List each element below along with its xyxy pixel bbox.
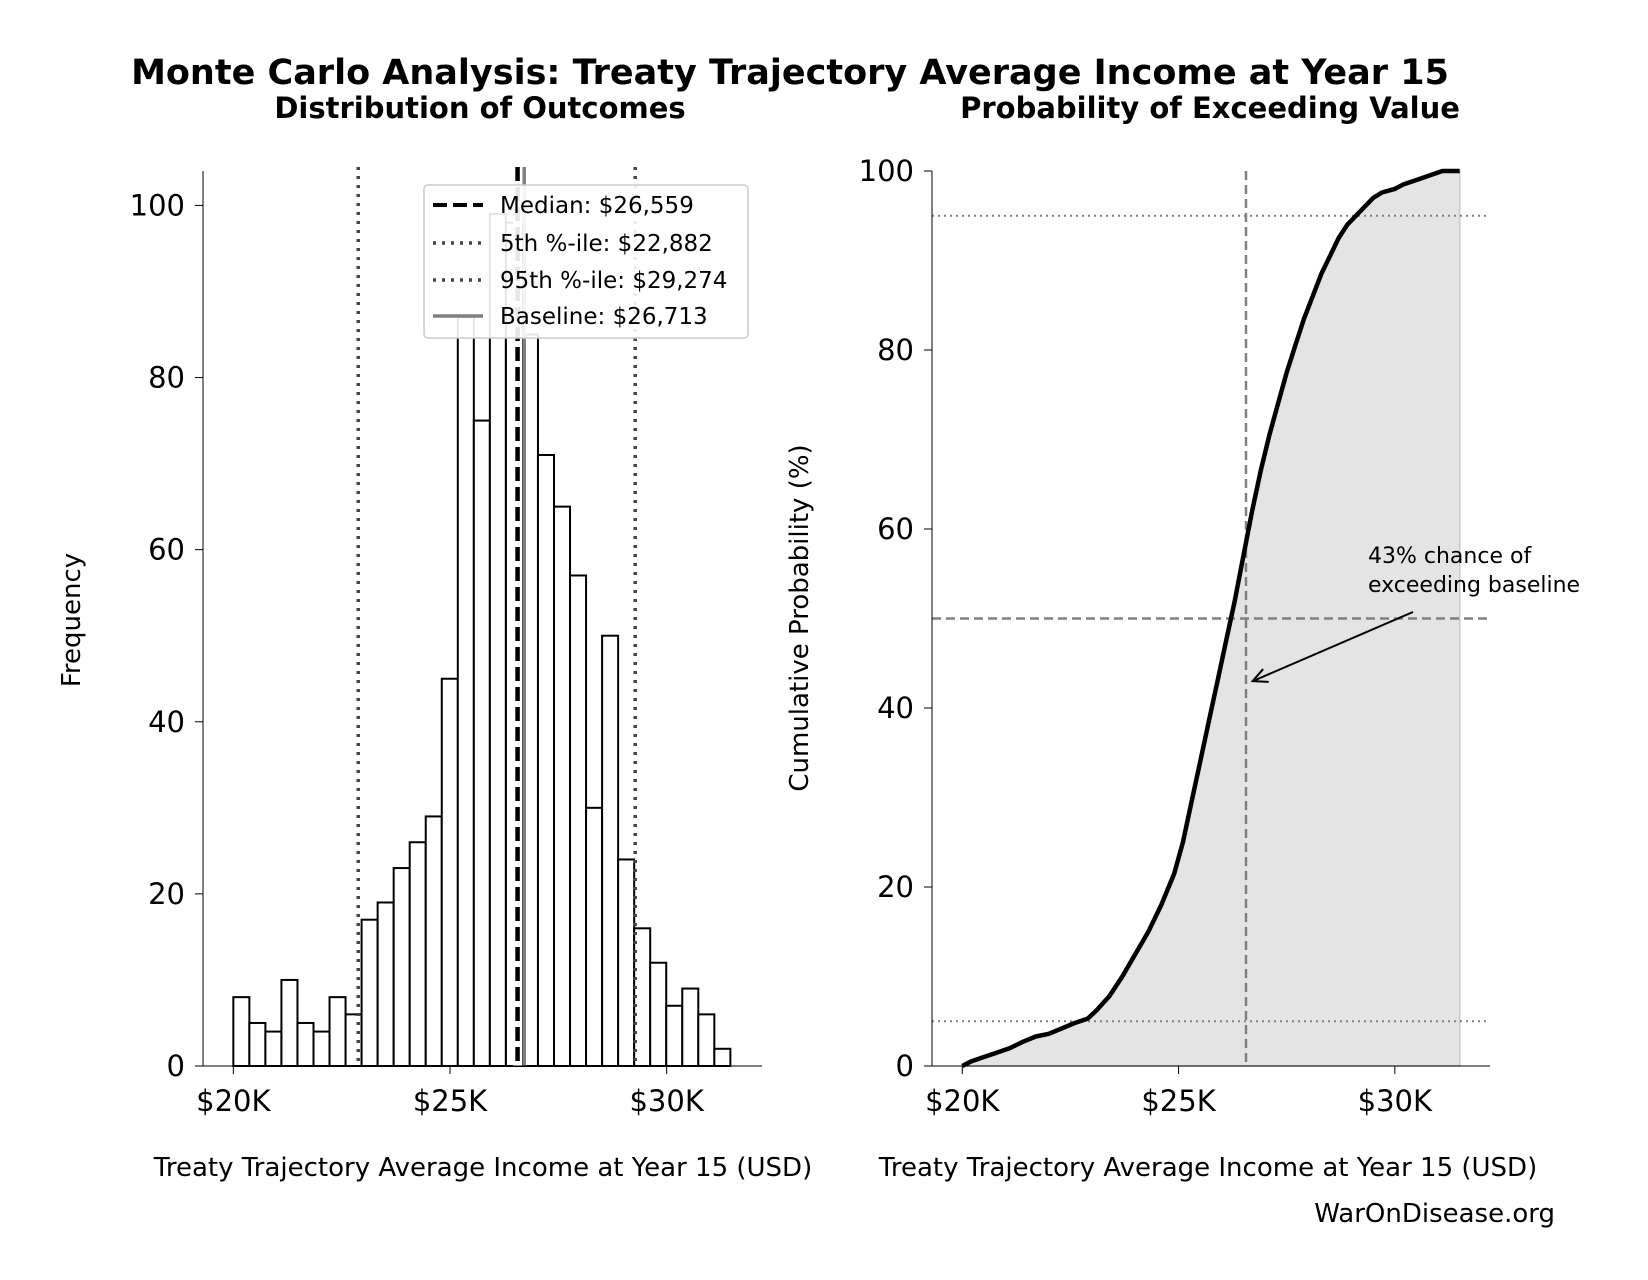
histogram-panel: Distribution of Outcomes 0 20 40 60 80 100 $2… bbox=[57, 91, 812, 1183]
histogram-bar bbox=[665, 1004, 684, 1068]
histogram-bar bbox=[440, 677, 459, 1067]
cdf-x-ticks: $20K $25K $30K bbox=[925, 1066, 1433, 1118]
histogram-bar bbox=[472, 419, 491, 1067]
y-tick-label: 0 bbox=[896, 1049, 914, 1083]
histogram-ylabel: Frequency bbox=[57, 553, 87, 687]
y-tick-label: 40 bbox=[877, 691, 914, 725]
y-tick-label: 60 bbox=[148, 533, 185, 567]
histogram-bar bbox=[248, 1021, 267, 1067]
y-tick-label: 20 bbox=[877, 870, 914, 904]
x-tick-label: $20K bbox=[925, 1084, 1000, 1118]
cdf-curve bbox=[961, 168, 1460, 1068]
annotation-line-2: exceeding baseline bbox=[1368, 573, 1580, 598]
histogram-bar bbox=[536, 453, 556, 1068]
y-tick-label: 100 bbox=[859, 154, 914, 188]
cdf-annotation: 43% chance of exceeding baseline bbox=[1250, 544, 1580, 683]
histogram-bar bbox=[601, 634, 620, 1067]
histogram-bar bbox=[713, 1047, 732, 1067]
cdf-ylabel: Cumulative Probability (%) bbox=[785, 444, 815, 791]
histogram-bar bbox=[392, 867, 411, 1068]
cdf-subtitle: Probability of Exceeding Value bbox=[960, 91, 1460, 125]
y-tick-label: 80 bbox=[148, 361, 185, 395]
x-tick-label: $30K bbox=[629, 1084, 704, 1118]
histogram-bar bbox=[232, 996, 251, 1068]
histogram-bar bbox=[456, 316, 475, 1067]
histogram-bar bbox=[488, 213, 507, 1067]
figure-title: Monte Carlo Analysis: Treaty Trajectory … bbox=[131, 53, 1449, 93]
legend-label-p95: 95th %-ile: $29,274 bbox=[500, 268, 727, 294]
y-tick-label: 0 bbox=[167, 1049, 185, 1083]
cdf-panel: Probability of Exceeding Value 0 20 40 60 80… bbox=[785, 91, 1580, 1183]
histogram-subtitle: Distribution of Outcomes bbox=[274, 91, 685, 125]
histogram-bar bbox=[264, 1030, 283, 1067]
histogram-bar bbox=[681, 987, 700, 1068]
histogram-bar bbox=[376, 901, 395, 1067]
y-tick-label: 60 bbox=[877, 512, 914, 546]
y-tick-label: 20 bbox=[148, 877, 185, 911]
histogram-x-ticks: $20K $25K $30K bbox=[196, 1066, 705, 1118]
y-tick-label: 80 bbox=[877, 333, 914, 367]
histogram-bar bbox=[553, 505, 572, 1067]
legend-label-p5: 5th %-ile: $22,882 bbox=[500, 231, 713, 257]
histogram-xlabel: Treaty Trajectory Average Income at Year… bbox=[153, 1153, 812, 1183]
histogram-bar bbox=[585, 806, 604, 1067]
histogram-bar bbox=[408, 841, 427, 1067]
y-tick-label: 40 bbox=[148, 705, 185, 739]
x-tick-label: $20K bbox=[196, 1084, 271, 1118]
histogram-bar bbox=[296, 1021, 315, 1067]
watermark: WarOnDisease.org bbox=[1314, 1199, 1555, 1229]
histogram-bar bbox=[360, 918, 379, 1067]
legend-label-median: Median: $26,559 bbox=[500, 193, 694, 219]
histogram-bar bbox=[424, 815, 443, 1067]
histogram-bar bbox=[649, 961, 668, 1068]
legend-label-baseline: Baseline: $26,713 bbox=[500, 304, 708, 330]
cdf-xlabel: Treaty Trajectory Average Income at Year… bbox=[878, 1153, 1537, 1183]
histogram-y-ticks: 0 20 40 60 80 100 bbox=[130, 188, 203, 1083]
cdf-y-ticks: 0 20 40 60 80 100 bbox=[859, 154, 932, 1083]
histogram-bar bbox=[328, 996, 347, 1068]
annotation-arrowhead bbox=[1250, 668, 1269, 683]
histogram-bar bbox=[312, 1030, 331, 1067]
histogram-bar bbox=[280, 978, 299, 1068]
legend-box bbox=[423, 184, 749, 339]
annotation-arrow bbox=[1252, 611, 1414, 683]
histogram-legend: Median: $26,559 5th %-ile: $22,882 95th … bbox=[423, 184, 749, 339]
annotation-line-1: 43% chance of bbox=[1368, 544, 1532, 569]
x-tick-label: $25K bbox=[1141, 1084, 1216, 1118]
y-tick-label: 100 bbox=[130, 188, 185, 222]
x-tick-label: $30K bbox=[1358, 1084, 1433, 1118]
histogram-bar bbox=[617, 858, 636, 1068]
x-tick-label: $25K bbox=[413, 1084, 488, 1118]
histogram-bar bbox=[569, 574, 588, 1067]
histogram-bar bbox=[697, 1013, 716, 1067]
